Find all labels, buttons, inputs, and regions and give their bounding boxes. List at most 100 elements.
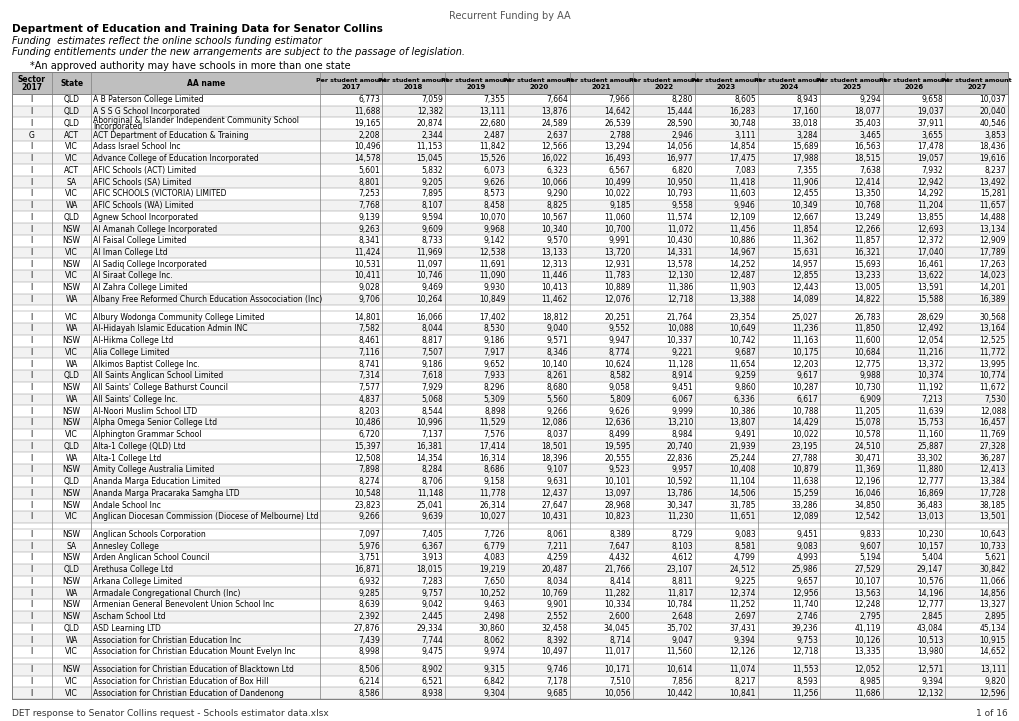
Text: 29,334: 29,334 [416,624,442,633]
Text: 14,967: 14,967 [729,248,755,257]
Text: I: I [31,677,33,686]
Text: 9,753: 9,753 [796,636,817,645]
Text: Al Sadiq College Incorporated: Al Sadiq College Incorporated [94,260,207,269]
Text: 13,249: 13,249 [854,213,880,222]
Text: 33,286: 33,286 [791,500,817,510]
Text: 16,461: 16,461 [916,260,943,269]
Text: 8,284: 8,284 [421,465,442,474]
Text: 3,111: 3,111 [734,131,755,140]
Text: Association for Christian Education of Blacktown Ltd: Association for Christian Education of B… [94,665,294,674]
Text: 39,236: 39,236 [791,624,817,633]
Text: 13,097: 13,097 [603,489,630,497]
Bar [12,634,1007,646]
Text: 6,067: 6,067 [671,395,693,404]
Bar [12,358,1007,370]
Text: NSW: NSW [62,336,81,345]
Text: NSW: NSW [62,465,81,474]
Text: 16,563: 16,563 [854,142,880,151]
Text: 1 of 16: 1 of 16 [975,709,1007,718]
Text: 11,651: 11,651 [729,512,755,521]
Text: 9,491: 9,491 [734,430,755,439]
Text: 2023: 2023 [716,84,736,90]
Text: 10,499: 10,499 [603,177,630,187]
Text: I: I [31,565,33,574]
Text: 15,259: 15,259 [791,489,817,497]
Text: I: I [31,324,33,333]
Text: 10,340: 10,340 [541,224,568,234]
Text: 16,871: 16,871 [354,565,380,574]
Bar [12,687,1007,699]
Text: I: I [31,442,33,451]
Text: WA: WA [65,454,77,463]
Text: 7,530: 7,530 [983,395,1005,404]
Text: 11,282: 11,282 [604,589,630,598]
Text: 11,903: 11,903 [729,283,755,292]
Text: 8,902: 8,902 [421,665,442,674]
Text: 8,605: 8,605 [734,95,755,105]
Text: 8,237: 8,237 [983,166,1005,174]
Text: Alpha Omega Senior College Ltd: Alpha Omega Senior College Ltd [94,418,217,428]
Text: 11,153: 11,153 [416,142,442,151]
Text: 31,785: 31,785 [729,500,755,510]
Text: 11,160: 11,160 [916,430,943,439]
Text: SA: SA [66,177,76,187]
Text: 8,733: 8,733 [421,236,442,245]
Text: 2,845: 2,845 [921,612,943,622]
Text: 9,523: 9,523 [608,465,630,474]
Bar [12,476,1007,487]
Text: 9,040: 9,040 [545,324,568,333]
Text: Per student amount: Per student amount [753,77,823,82]
Text: Arethusa College Ltd: Arethusa College Ltd [94,565,173,574]
Text: 2025: 2025 [842,84,860,90]
Text: AFIC Schools (WA) Limited: AFIC Schools (WA) Limited [94,201,194,210]
Text: 23,107: 23,107 [666,565,693,574]
Text: 14,201: 14,201 [978,283,1005,292]
Text: VIC: VIC [65,647,77,656]
Text: VIC: VIC [65,430,77,439]
Text: 14,488: 14,488 [978,213,1005,222]
Text: ACT Department of Education & Training: ACT Department of Education & Training [94,131,249,140]
Text: 11,529: 11,529 [479,418,505,428]
Text: 7,283: 7,283 [421,577,442,586]
Text: I: I [31,119,33,128]
Text: 7,507: 7,507 [421,348,442,357]
Text: 16,066: 16,066 [416,313,442,322]
Text: I: I [31,295,33,304]
Text: 10,889: 10,889 [603,283,630,292]
Bar [12,622,1007,634]
Text: Incorporated: Incorporated [94,122,143,131]
Text: I: I [31,383,33,392]
Text: 7,664: 7,664 [545,95,568,105]
Text: 6,720: 6,720 [359,430,380,439]
Text: 13,876: 13,876 [541,107,568,116]
Text: 10,950: 10,950 [666,177,693,187]
Text: 4,083: 4,083 [483,554,505,562]
Text: VIC: VIC [65,272,77,280]
Text: 37,911: 37,911 [916,119,943,128]
Text: 8,506: 8,506 [359,665,380,674]
Text: 8,499: 8,499 [608,430,630,439]
Text: 26,314: 26,314 [479,500,505,510]
Text: 10,788: 10,788 [791,407,817,415]
Text: 9,139: 9,139 [359,213,380,222]
Text: DET response to Senator Collins request - Schools estimator data.xlsx: DET response to Senator Collins request … [12,709,328,718]
Text: 10,774: 10,774 [978,371,1005,381]
Text: I: I [31,665,33,674]
Text: 12,667: 12,667 [791,213,817,222]
Text: VIC: VIC [65,190,77,198]
Text: 15,526: 15,526 [479,154,505,163]
Text: 16,022: 16,022 [541,154,568,163]
Text: 16,493: 16,493 [603,154,630,163]
Text: 23,823: 23,823 [354,500,380,510]
Bar [12,129,1007,141]
Text: 7,582: 7,582 [359,324,380,333]
Text: 13,013: 13,013 [916,512,943,521]
Text: 9,968: 9,968 [483,224,505,234]
Text: 8,686: 8,686 [483,465,505,474]
Text: 14,801: 14,801 [354,313,380,322]
Bar [12,153,1007,164]
Bar [12,664,1007,676]
Text: All Saints' College Inc.: All Saints' College Inc. [94,395,178,404]
Text: 9,221: 9,221 [672,348,693,357]
Text: 7,856: 7,856 [671,677,693,686]
